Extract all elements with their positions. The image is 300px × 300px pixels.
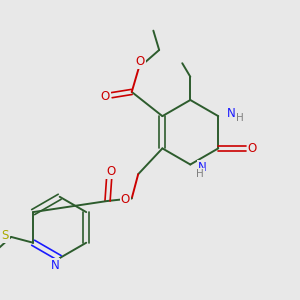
Text: O: O	[136, 56, 145, 68]
Text: O: O	[248, 142, 257, 155]
Text: H: H	[196, 169, 204, 179]
Text: S: S	[2, 230, 9, 242]
Text: O: O	[106, 165, 116, 178]
Text: O: O	[121, 193, 130, 206]
Text: N: N	[198, 160, 207, 174]
Text: N: N	[227, 107, 236, 120]
Text: H: H	[236, 113, 244, 123]
Text: O: O	[101, 90, 110, 103]
Text: N: N	[50, 259, 59, 272]
